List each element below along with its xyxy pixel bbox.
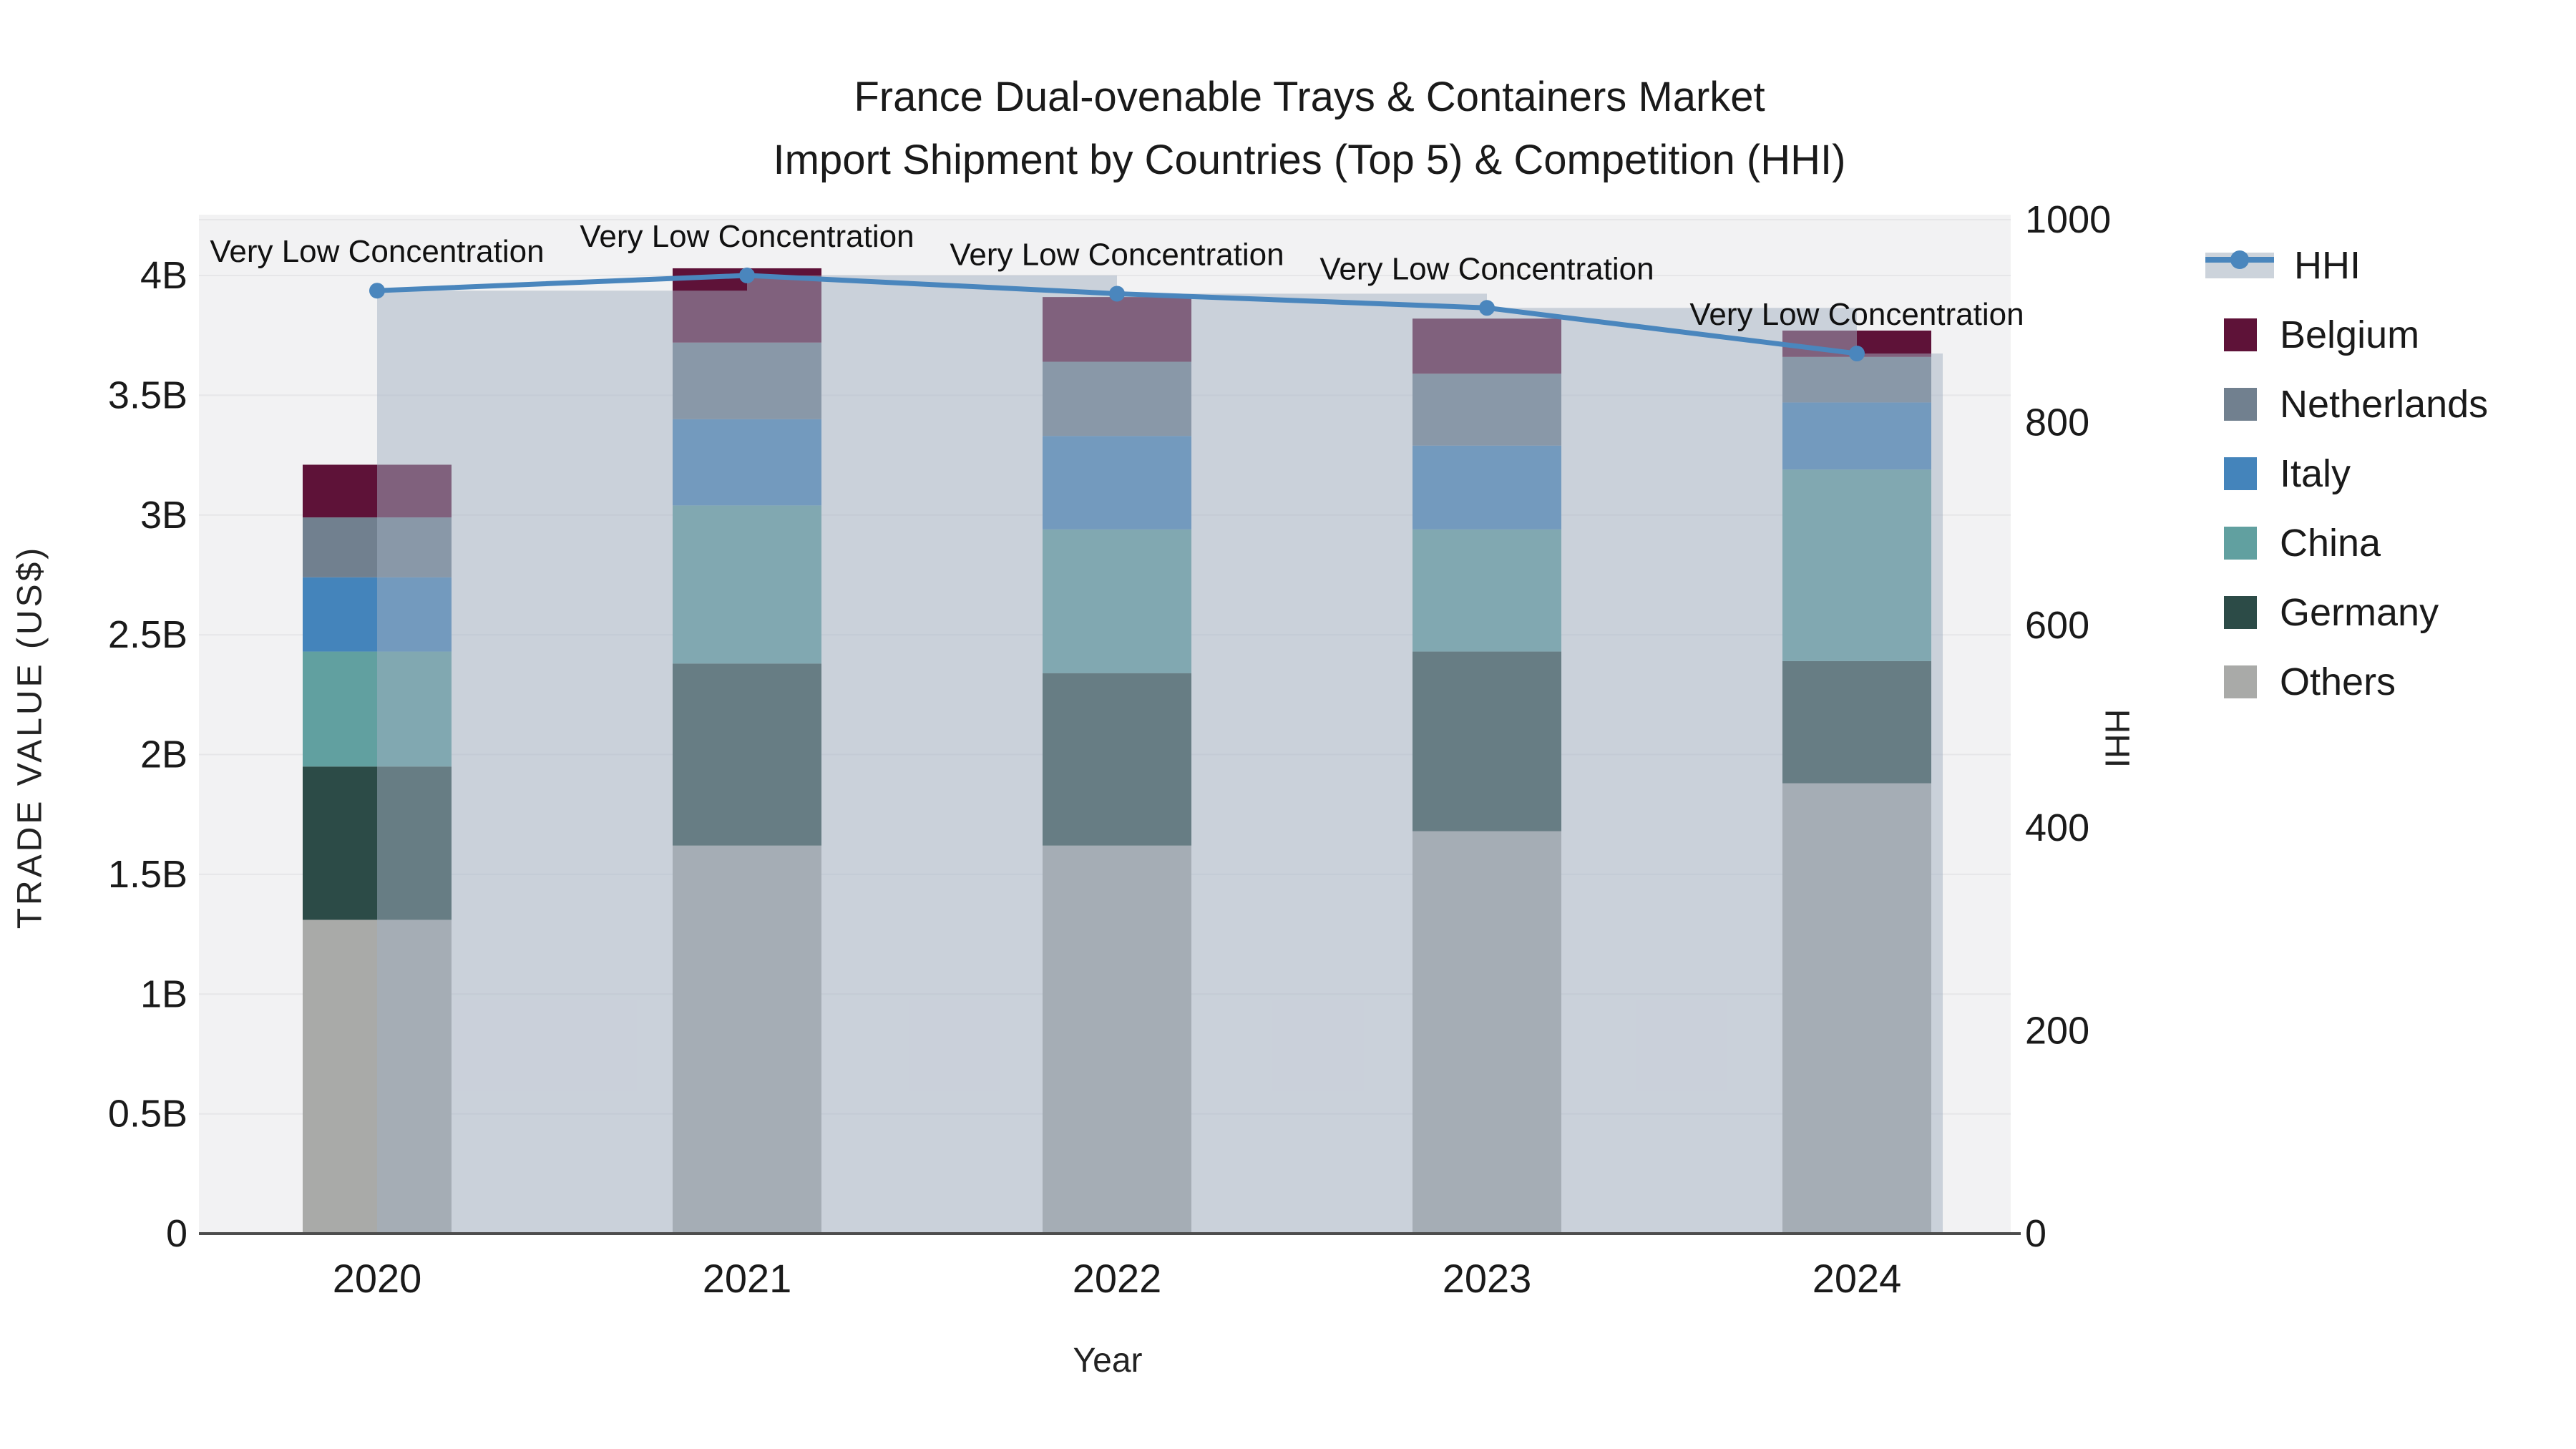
y-right-tick-label: 1000 [2025,198,2111,241]
annotation-very-low-concentration-2022: Very Low Concentration [950,237,1284,272]
hhi-marker-2020 [369,283,385,299]
hhi-line-dot-icon [2230,250,2249,269]
hhi-band-bar-2020 [377,291,747,1234]
x-tick-label: 2024 [1813,1256,1902,1301]
annotation-very-low-concentration-2023: Very Low Concentration [1319,251,1654,286]
y-left-tick-label: 3B [140,494,187,537]
hhi-band-bar-2023 [1487,308,1857,1234]
legend-item-italy[interactable]: Italy [2205,439,2488,508]
x-axis-title: Year [1073,1342,1143,1380]
y-right-tick-label: 0 [2025,1212,2046,1255]
legend-item-germany[interactable]: Germany [2205,577,2488,647]
hhi-marker-2021 [739,267,755,283]
annotation-very-low-concentration-2020: Very Low Concentration [210,234,544,269]
annotation-very-low-concentration-2021: Very Low Concentration [580,219,914,254]
x-tick-label: 2023 [1443,1256,1532,1301]
legend-item-china[interactable]: China [2205,508,2488,577]
legend-item-label: Netherlands [2280,382,2489,426]
hhi-line-legend-icon [2205,250,2274,278]
legend-swatch-belgium [2224,318,2257,351]
legend-swatch-china [2224,526,2257,560]
chart-title-line-2: Import Shipment by Countries (Top 5) & C… [773,137,1846,183]
y-right-tick-label: 400 [2025,806,2089,849]
hhi-band-bar-2022 [1117,293,1487,1234]
y-right-axis-title: HHI [2097,708,2136,769]
legend-item-belgium[interactable]: Belgium [2205,300,2488,369]
hhi-marker-2024 [1849,346,1865,362]
legend-swatch-germany [2224,595,2257,629]
hhi-marker-2022 [1109,286,1125,302]
legend-item-netherlands[interactable]: Netherlands [2205,369,2488,439]
legend-item-others[interactable]: Others [2205,647,2488,716]
y-left-axis-title: TRADE VALUE (US$) [11,545,49,930]
legend-item-label: HHI [2294,243,2361,287]
hhi-band-bar-2021 [747,275,1117,1234]
y-left-tick-label: 0 [166,1212,187,1255]
x-tick-label: 2020 [333,1256,422,1301]
y-right-tick-label: 200 [2025,1010,2089,1053]
hhi-band-bar-2024 [1857,353,1943,1234]
y-right-tick-label: 600 [2025,604,2089,647]
y-left-tick-label: 2B [140,733,187,776]
chart-title-line-1: France Dual-ovenable Trays & Containers … [854,74,1765,120]
legend-item-label: Italy [2280,452,2351,495]
legend-item-label: Belgium [2280,313,2420,356]
y-left-tick-label: 1.5B [108,853,187,896]
annotation-very-low-concentration-2024: Very Low Concentration [1689,297,2024,332]
legend-swatch-netherlands [2224,387,2257,421]
legend-item-label: Others [2280,660,2396,703]
y-left-tick-label: 0.5B [108,1093,187,1136]
y-right-tick-label: 800 [2025,401,2089,444]
y-left-tick-label: 4B [140,254,187,297]
legend-item-label: China [2280,521,2381,565]
chart-title: France Dual-ovenable Trays & Containers … [774,66,1846,192]
x-tick-label: 2022 [1073,1256,1162,1301]
hhi-marker-2023 [1479,300,1495,316]
legend-swatch-others [2224,665,2257,698]
y-left-tick-label: 3.5B [108,374,187,416]
x-tick-label: 2021 [703,1256,792,1301]
legend-item-hhi[interactable]: HHI [2205,230,2488,300]
legend-swatch-italy [2224,457,2257,490]
legend: HHI Belgium Netherlands Italy China Germany Ot… [2205,230,2488,716]
legend-item-label: Germany [2280,590,2439,634]
y-left-tick-label: 1B [140,972,187,1015]
y-left-tick-label: 2.5B [108,613,187,656]
